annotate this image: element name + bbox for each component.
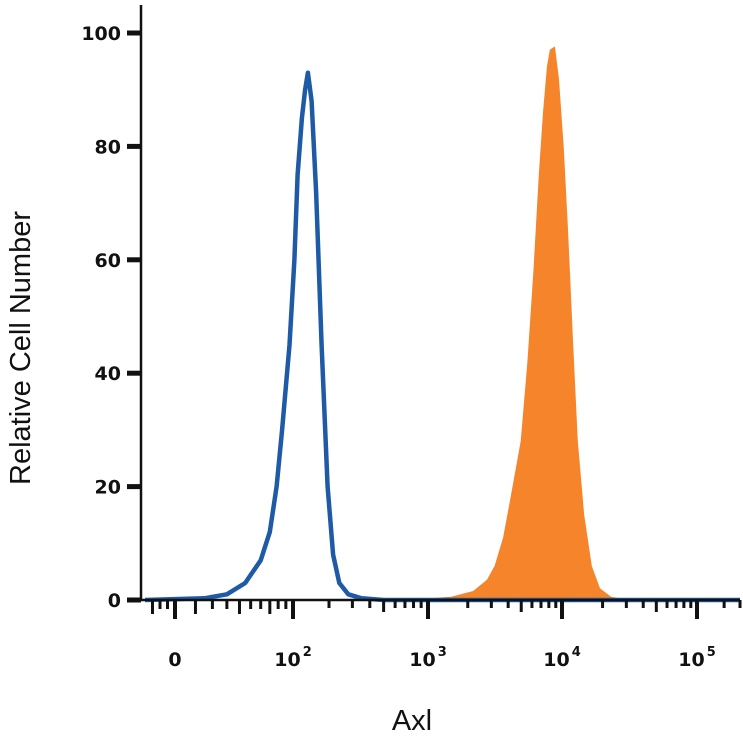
filled-series-layer	[145, 46, 740, 601]
axes	[139, 5, 740, 602]
x-ticks: 0 10 2 10 3 10 4 10 5	[168, 600, 716, 671]
y-tick-label: 80	[95, 136, 121, 158]
y-tick-label: 20	[95, 477, 121, 499]
x-tick-label: 10 2	[274, 645, 312, 671]
outline-series-layer	[144, 70, 740, 603]
y-axis-title: Relative Cell Number	[5, 211, 37, 485]
series-filled-area	[145, 46, 740, 601]
y-tick-label: 0	[108, 590, 121, 612]
x-tick-label: 0	[168, 649, 181, 671]
y-tick-label: 60	[95, 250, 121, 272]
x-tick-label: 10 5	[678, 645, 716, 671]
x-tick-label: 10 4	[543, 645, 581, 671]
x-tick-label: 10 3	[409, 645, 447, 671]
x-minor-ticks	[151, 600, 742, 614]
y-ticks: 0 20 40 60 80 100	[81, 23, 141, 612]
x-axis-title: Axl	[392, 705, 432, 737]
y-tick-label: 100	[81, 23, 121, 45]
series-outline-line	[144, 70, 740, 603]
y-tick-label: 40	[95, 363, 121, 385]
